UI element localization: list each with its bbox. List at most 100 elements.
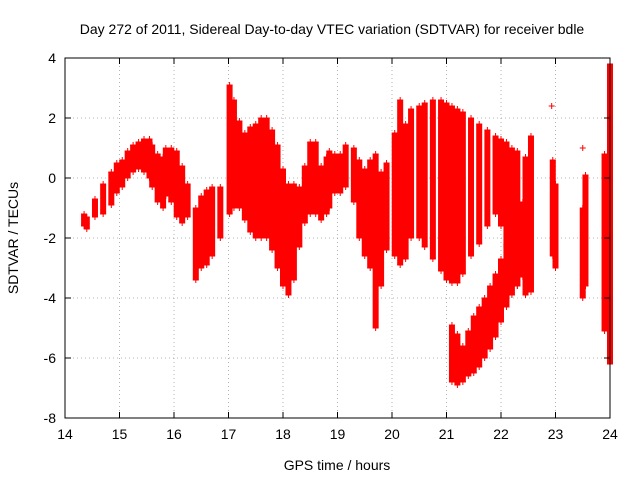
- data-point: [173, 148, 180, 154]
- data-point: [323, 211, 330, 217]
- data-point: [124, 148, 131, 154]
- data-point: [492, 334, 499, 340]
- x-axis-label: GPS time / hours: [284, 457, 391, 473]
- data-span: [552, 184, 559, 268]
- data-point: [217, 235, 224, 241]
- x-tick-label: 22: [493, 426, 509, 442]
- data-point: [350, 199, 357, 205]
- data-point: [421, 100, 428, 106]
- data-point: [91, 214, 98, 220]
- data-point: [135, 166, 142, 172]
- data-point: [448, 280, 455, 286]
- data-point: [162, 193, 169, 199]
- data-point: [290, 277, 297, 283]
- data-point: [146, 136, 153, 142]
- data-point: [408, 235, 415, 241]
- data-point: [402, 121, 409, 127]
- data-point: [454, 280, 461, 286]
- data-point: [326, 148, 333, 154]
- data-point: [484, 127, 491, 133]
- data-span: [307, 142, 314, 214]
- data-span: [492, 274, 499, 337]
- data-span: [274, 145, 281, 268]
- data-span: [162, 148, 169, 196]
- data-point: [519, 199, 526, 205]
- data-span: [503, 142, 510, 247]
- data-point: [100, 181, 107, 187]
- data-point: [280, 166, 286, 172]
- data-span: [421, 103, 428, 247]
- data-point: [149, 184, 156, 190]
- x-tick-label: 14: [57, 426, 73, 442]
- data-span: [241, 133, 248, 220]
- data-point: [361, 166, 368, 172]
- data-point: [154, 199, 161, 205]
- data-point: [108, 169, 115, 175]
- data-span: [168, 148, 175, 202]
- data-point: [326, 205, 333, 211]
- data-span: [429, 100, 436, 259]
- data-point: [372, 151, 379, 157]
- chart-title: Day 272 of 2011, Sidereal Day-to-day VTE…: [80, 21, 585, 37]
- data-point: [149, 142, 156, 148]
- data-point: [318, 217, 325, 223]
- data-span: [209, 187, 216, 256]
- data-point: [552, 265, 559, 271]
- data-point: [192, 205, 199, 211]
- data-point: [527, 289, 534, 295]
- data-point: [331, 190, 338, 196]
- data-point: [397, 262, 404, 268]
- data-span: [397, 100, 404, 265]
- data-point: [83, 214, 90, 220]
- data-span: [198, 196, 205, 268]
- data-point: [498, 136, 504, 142]
- data-point: [470, 313, 477, 319]
- data-point: [601, 328, 608, 334]
- data-point: [408, 106, 415, 112]
- data-point: [252, 235, 259, 241]
- data-point: [307, 139, 314, 145]
- data-point: [361, 253, 368, 259]
- data-point: [487, 346, 494, 352]
- data-point: [356, 235, 363, 241]
- data-span: [527, 136, 534, 292]
- data-span: [342, 145, 349, 187]
- x-tick-label: 20: [384, 426, 400, 442]
- data-point: [487, 283, 494, 289]
- data-point: [459, 109, 466, 115]
- data-point: [192, 277, 199, 283]
- data-point: [498, 319, 504, 325]
- data-point: [484, 223, 491, 229]
- data-point: [481, 355, 488, 361]
- data-point: [519, 274, 526, 280]
- data-span: [226, 85, 233, 214]
- data-span: [508, 229, 515, 295]
- data-point: [448, 103, 455, 109]
- data-point: [459, 379, 466, 385]
- data-point: [337, 190, 344, 196]
- y-tick-label: -8: [44, 410, 57, 426]
- data-span: [383, 163, 390, 250]
- data-point: [247, 229, 254, 235]
- y-tick-label: -2: [44, 230, 57, 246]
- data-point: [141, 169, 148, 175]
- y-tick-label: 2: [48, 110, 56, 126]
- data-point: [168, 145, 175, 151]
- data-point: [130, 169, 137, 175]
- x-tick-label: 24: [602, 426, 618, 442]
- data-span: [465, 331, 472, 376]
- data-span: [448, 106, 455, 283]
- data-span: [113, 163, 120, 193]
- data-span: [184, 184, 191, 217]
- data-point: [130, 142, 137, 148]
- data-span: [280, 169, 286, 286]
- data-point: [492, 211, 499, 217]
- data-point: [285, 292, 292, 298]
- data-span: [337, 154, 344, 193]
- data-point: [548, 103, 555, 109]
- data-span: [154, 154, 161, 202]
- data-point: [296, 244, 303, 250]
- data-point: [468, 253, 475, 259]
- data-point: [416, 103, 423, 109]
- data-point: [454, 382, 461, 388]
